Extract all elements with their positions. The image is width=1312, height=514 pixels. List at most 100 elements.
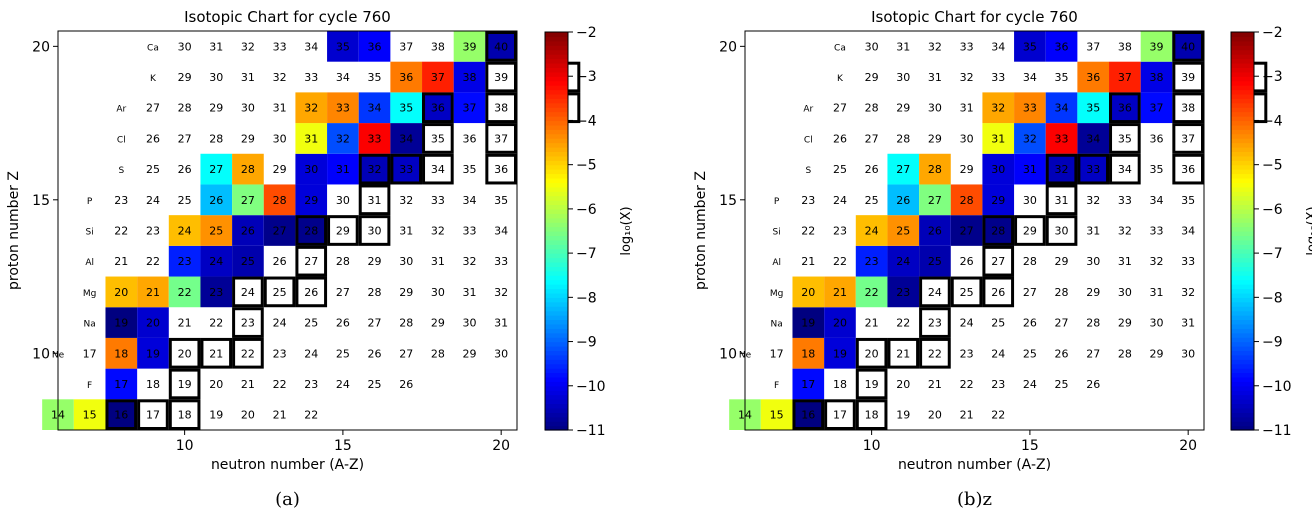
- y-tick-label: 10: [32, 346, 50, 362]
- mass-number-label: 27: [273, 225, 287, 238]
- mass-number-label: 28: [273, 194, 287, 207]
- mass-number-label: 30: [431, 286, 445, 299]
- mass-number-label: 15: [83, 409, 97, 422]
- mass-number-label: 22: [146, 255, 160, 268]
- mass-number-label: 23: [209, 286, 223, 299]
- colorbar-tick-label: −3: [576, 69, 597, 85]
- mass-number-label: 32: [399, 194, 413, 207]
- mass-number-label: 31: [304, 132, 318, 145]
- colorbar-segment: [545, 102, 568, 108]
- colorbar-segment: [1231, 164, 1254, 170]
- heatmap-cell: [1014, 153, 1046, 185]
- mass-number-label: 19: [209, 409, 223, 422]
- heatmap-cell: [200, 215, 233, 246]
- mass-number-label: 26: [146, 132, 160, 145]
- colorbar-segment: [545, 151, 568, 157]
- colorbar-segment: [545, 76, 568, 82]
- mass-number-label: 21: [960, 409, 974, 422]
- colorbar-segment: [545, 301, 568, 307]
- heatmap-cell: [1014, 123, 1046, 154]
- mass-number-label: 31: [960, 102, 974, 115]
- axes-frame: [57, 30, 518, 431]
- mass-number-label: 26: [896, 194, 910, 207]
- mass-number-label: 31: [1023, 163, 1037, 176]
- mass-number-label: 21: [865, 317, 879, 330]
- mass-number-label: 30: [273, 132, 287, 145]
- colorbar-segment: [545, 261, 568, 267]
- mass-number-label: 30: [1086, 255, 1100, 268]
- heatmap-cell: [855, 215, 888, 246]
- mass-number-label: 32: [1150, 255, 1164, 268]
- mass-number-label: 27: [1023, 286, 1037, 299]
- colorbar-segment: [1231, 297, 1254, 303]
- stable-isotope-box: [1109, 92, 1141, 124]
- colorbar-segment: [545, 253, 568, 259]
- colorbar-segment: [545, 292, 568, 298]
- mass-number-label: 32: [1181, 286, 1195, 299]
- mass-number-label: 32: [1055, 163, 1069, 176]
- colorbar-segment: [545, 297, 568, 303]
- colorbar-segment: [545, 337, 568, 343]
- colorbar-segment: [1231, 76, 1254, 82]
- colorbar-tick-label: −10: [576, 379, 606, 395]
- heatmap-cell: [792, 307, 825, 338]
- colorbar-segment: [1231, 186, 1254, 192]
- colorbar-segment: [545, 407, 568, 413]
- element-symbol-label: F: [774, 381, 779, 391]
- colorbar-segment: [1231, 372, 1254, 378]
- colorbar-segment: [545, 67, 568, 73]
- element-symbol-label: Ca: [147, 43, 159, 53]
- colorbar-segment: [1231, 292, 1254, 298]
- mass-number-label: 23: [896, 286, 910, 299]
- mass-number-label: 33: [399, 163, 413, 176]
- colorbar-segment: [545, 98, 568, 104]
- mass-number-label: 36: [463, 132, 477, 145]
- colorbar-segment: [545, 372, 568, 378]
- mass-number-label: 33: [273, 40, 287, 53]
- heatmap-cell: [73, 399, 106, 430]
- colorbar-segment: [1231, 399, 1254, 405]
- mass-number-label: 22: [801, 225, 815, 238]
- mass-number-label: 25: [368, 378, 382, 391]
- mass-number-label: 37: [399, 40, 413, 53]
- mass-number-label: 29: [273, 163, 287, 176]
- mass-number-label: 30: [960, 132, 974, 145]
- colorbar-segment: [545, 32, 568, 38]
- mass-number-label: 34: [1023, 71, 1037, 84]
- mass-number-label: 33: [494, 255, 508, 268]
- stable-isotope-box: [232, 337, 264, 369]
- stable-isotope-box: [232, 307, 264, 338]
- mass-number-label: 30: [241, 102, 255, 115]
- mass-number-label: 36: [399, 71, 413, 84]
- colorbar-segment: [1231, 394, 1254, 400]
- mass-number-label: 27: [178, 132, 192, 145]
- x-axis-label: neutron number (A-Z): [211, 457, 364, 473]
- mass-number-label: 22: [241, 347, 255, 360]
- mass-number-label: 35: [336, 40, 350, 53]
- mass-number-label: 32: [1086, 194, 1100, 207]
- mass-number-label: 28: [1086, 317, 1100, 330]
- colorbar-segment: [545, 288, 568, 294]
- mass-number-label: 36: [1181, 163, 1195, 176]
- mass-number-label: 26: [178, 163, 192, 176]
- colorbar-segment: [545, 416, 568, 422]
- mass-number-label: 32: [960, 71, 974, 84]
- colorbar-segment: [1231, 425, 1254, 431]
- mass-number-label: 30: [1023, 194, 1037, 207]
- colorbar-segment: [1231, 169, 1254, 175]
- mass-number-label: 21: [114, 255, 128, 268]
- mass-number-label: 25: [928, 255, 942, 268]
- mass-number-label: 18: [833, 378, 847, 391]
- mass-number-label: 38: [1150, 71, 1164, 84]
- y-tick-label: 15: [719, 193, 737, 209]
- stable-isotope-box: [824, 399, 856, 430]
- heatmap-cell: [137, 337, 169, 369]
- mass-number-label: 17: [833, 409, 847, 422]
- mass-number-label: 29: [304, 194, 318, 207]
- heatmap-cell: [1077, 153, 1110, 185]
- mass-number-label: 26: [865, 163, 879, 176]
- colorbar-segment: [1231, 200, 1254, 206]
- colorbar-segment: [1231, 288, 1254, 294]
- colorbar-segment: [1231, 116, 1254, 122]
- element-symbol-label: Ca: [834, 43, 846, 53]
